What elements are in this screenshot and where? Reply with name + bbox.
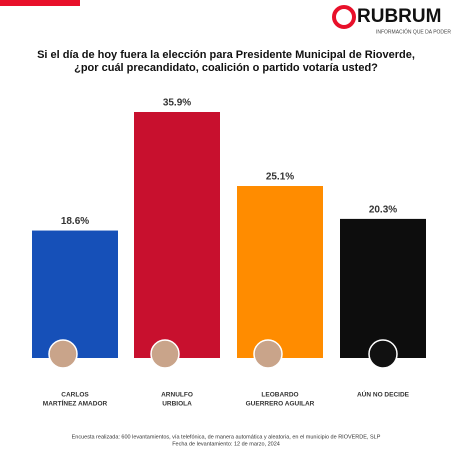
footer-note: Fecha de levantamiento: 12 de marzo, 202… (172, 441, 280, 447)
candidate-photo (368, 339, 398, 369)
brand-name: RUBRUM (357, 6, 441, 27)
value-label: 18.6% (61, 216, 89, 227)
value-label: 20.3% (369, 205, 397, 216)
x-tick-label: CARLOS (61, 392, 89, 399)
bar (134, 112, 220, 358)
value-label: 25.1% (266, 172, 294, 183)
x-tick-label: URBIOLA (162, 401, 192, 408)
chart-title: ¿por cuál precandidato, coalición o part… (74, 62, 378, 74)
chart-title: Si el día de hoy fuera la elección para … (37, 49, 415, 61)
candidate-photo (150, 339, 180, 369)
logo-icon (332, 5, 356, 29)
top-bar (0, 0, 80, 6)
footer-note: Encuesta realizada: 600 levantamientos, … (72, 434, 381, 440)
brand-tagline: INFORMACIÓN QUE DA PODER (376, 28, 451, 35)
bar (340, 218, 426, 358)
x-tick-label: GUERRERO AGUILAR (246, 401, 315, 408)
x-tick-label: MARTÍNEZ AMADOR (43, 399, 108, 408)
value-label: 35.9% (163, 98, 191, 109)
candidate-photo (48, 339, 78, 369)
x-tick-label: AÚN NO DECIDE (357, 390, 410, 399)
candidate-photo (253, 339, 283, 369)
bar (237, 186, 323, 358)
x-tick-label: ARNULFO (161, 392, 193, 399)
x-tick-label: LEOBARDO (261, 392, 298, 399)
bar (32, 230, 118, 358)
